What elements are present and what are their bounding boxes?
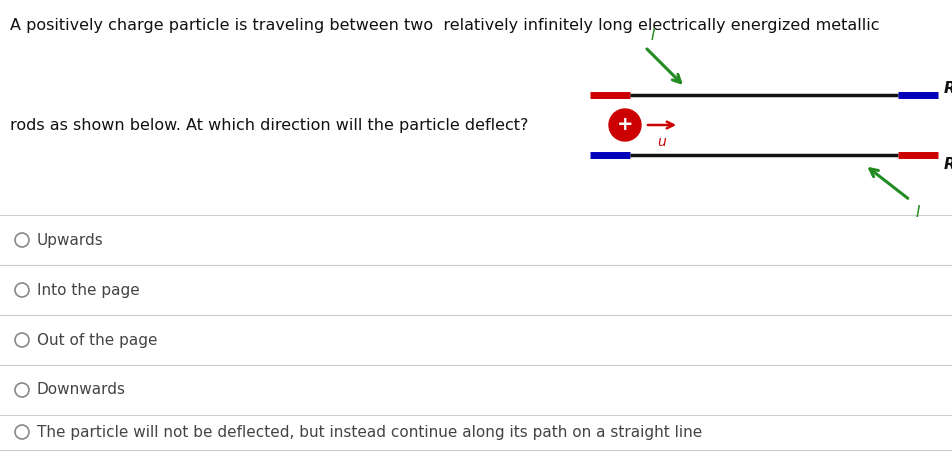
Text: Rod A: Rod A xyxy=(944,81,952,96)
Text: Downwards: Downwards xyxy=(37,383,126,398)
Text: $I$: $I$ xyxy=(650,27,656,43)
Text: Into the page: Into the page xyxy=(37,282,140,298)
Text: A positively charge particle is traveling between two  relatively infinitely lon: A positively charge particle is travelin… xyxy=(10,18,880,33)
Text: Rod B: Rod B xyxy=(944,157,952,172)
Text: rods as shown below. At which direction will the particle deflect?: rods as shown below. At which direction … xyxy=(10,118,528,133)
Text: The particle will not be deflected, but instead continue along its path on a str: The particle will not be deflected, but … xyxy=(37,425,703,440)
Text: +: + xyxy=(617,116,633,134)
Text: $I$: $I$ xyxy=(915,204,922,220)
Text: Upwards: Upwards xyxy=(37,233,104,248)
Text: $u$: $u$ xyxy=(657,135,667,149)
Circle shape xyxy=(609,109,641,141)
Text: Out of the page: Out of the page xyxy=(37,333,157,347)
